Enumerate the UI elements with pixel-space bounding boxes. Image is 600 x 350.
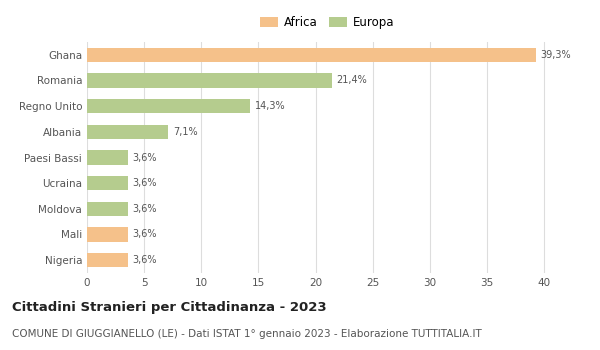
Text: 3,6%: 3,6% bbox=[133, 153, 157, 162]
Bar bbox=[87, 202, 128, 216]
Bar bbox=[87, 228, 128, 241]
Text: 39,3%: 39,3% bbox=[541, 50, 571, 60]
Text: 3,6%: 3,6% bbox=[133, 230, 157, 239]
Bar bbox=[87, 125, 168, 139]
Bar bbox=[87, 150, 128, 164]
Text: COMUNE DI GIUGGIANELLO (LE) - Dati ISTAT 1° gennaio 2023 - Elaborazione TUTTITAL: COMUNE DI GIUGGIANELLO (LE) - Dati ISTAT… bbox=[12, 329, 482, 339]
Text: 3,6%: 3,6% bbox=[133, 204, 157, 214]
Bar bbox=[87, 74, 332, 88]
Text: Cittadini Stranieri per Cittadinanza - 2023: Cittadini Stranieri per Cittadinanza - 2… bbox=[12, 301, 326, 314]
Bar bbox=[87, 253, 128, 267]
Bar bbox=[87, 48, 536, 62]
Text: 21,4%: 21,4% bbox=[336, 76, 367, 85]
Legend: Africa, Europa: Africa, Europa bbox=[257, 14, 397, 32]
Text: 14,3%: 14,3% bbox=[255, 101, 286, 111]
Bar bbox=[87, 176, 128, 190]
Text: 7,1%: 7,1% bbox=[173, 127, 197, 137]
Text: 3,6%: 3,6% bbox=[133, 178, 157, 188]
Text: 3,6%: 3,6% bbox=[133, 255, 157, 265]
Bar bbox=[87, 99, 250, 113]
